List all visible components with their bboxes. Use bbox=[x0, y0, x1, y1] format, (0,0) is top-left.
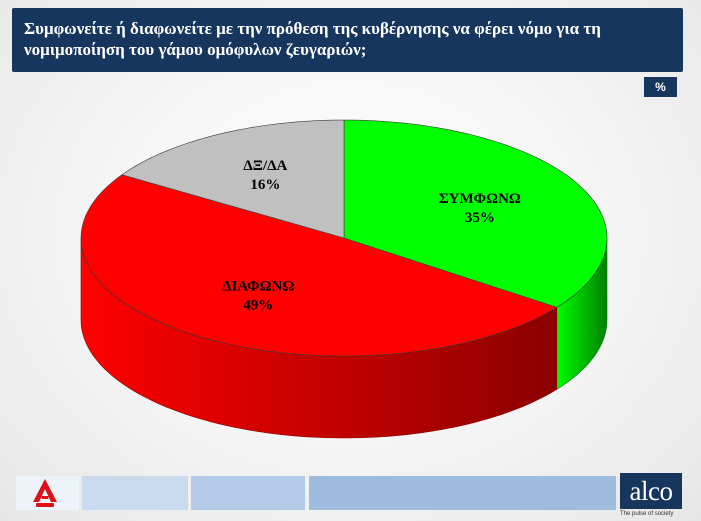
alco-logo: alco bbox=[620, 473, 682, 509]
slice-value-1: 49% bbox=[243, 298, 273, 314]
slice-label-1: ΔΙΑΦΩΝΩ bbox=[222, 279, 294, 295]
pie-labels: ΣΥΜΦΩΝΩ 35% ΔΙΑΦΩΝΩ 49% ΔΞ/ΔΑ 16% bbox=[222, 158, 521, 314]
chart-title: Συμφωνείτε ή διαφωνείτε με την πρόθεση τ… bbox=[24, 19, 601, 59]
pie-slice-2 bbox=[121, 119, 345, 239]
pie-slice-1 bbox=[80, 174, 558, 357]
footer-block bbox=[309, 476, 616, 510]
footer-block bbox=[82, 476, 188, 510]
slice-label-2: ΔΞ/ΔΑ bbox=[243, 158, 287, 174]
alpha-news-logo-icon bbox=[33, 479, 57, 507]
footer-block bbox=[191, 476, 305, 510]
slice-label-0: ΣΥΜΦΩΝΩ bbox=[439, 191, 521, 207]
unit-badge: % bbox=[644, 77, 677, 97]
footer: alco The pulse of society bbox=[0, 473, 701, 521]
pie-chart: ΣΥΜΦΩΝΩ 35% ΔΙΑΦΩΝΩ 49% ΔΞ/ΔΑ 16% bbox=[80, 119, 608, 439]
slice-value-2: 16% bbox=[250, 177, 280, 193]
pie-tops bbox=[80, 119, 608, 357]
alco-tagline: The pulse of society bbox=[620, 511, 674, 517]
slice-value-0: 35% bbox=[465, 210, 495, 226]
title-bar: Συμφωνείτε ή διαφωνείτε με την πρόθεση τ… bbox=[12, 8, 683, 72]
pie-slice-0 bbox=[343, 119, 608, 308]
